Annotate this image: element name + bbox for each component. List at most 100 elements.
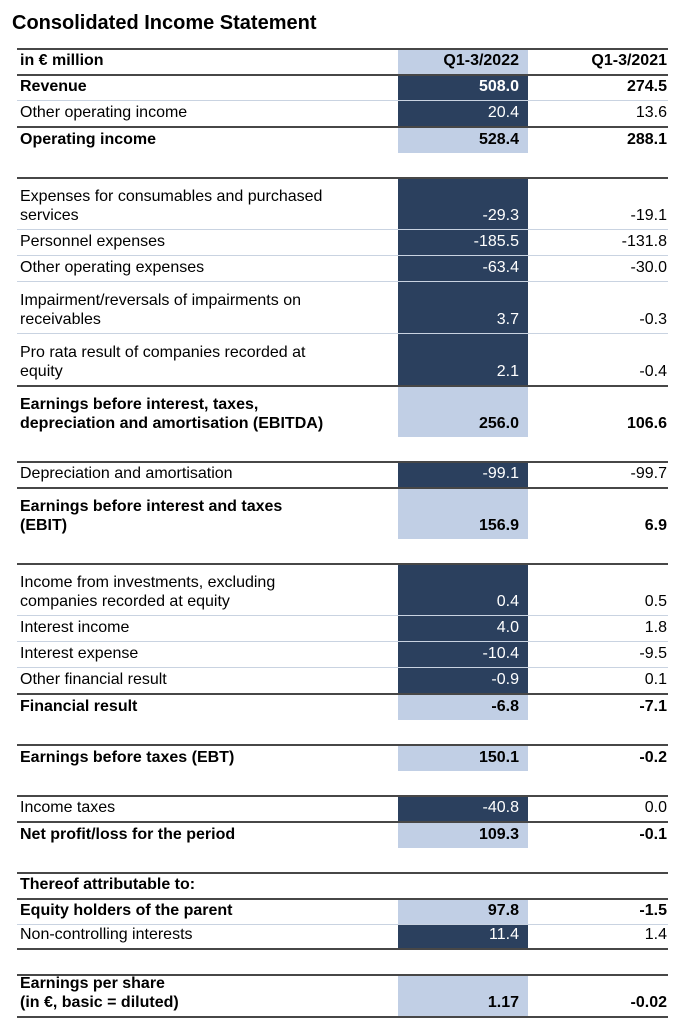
- row-label: Thereof attributable to:: [20, 875, 196, 893]
- income-statement-table: in € million Q1-3/2022 Q1-3/2021 Revenue 508…: [17, 48, 668, 1018]
- table-row: Operating income 528.4 288.1: [17, 126, 668, 153]
- column-spacer: [528, 976, 540, 1016]
- row-label: Non-controlling interests: [20, 925, 193, 943]
- table-row: Net profit/loss for the period 109.3 -0.1: [17, 821, 668, 848]
- value-2022-cell: 0.4: [398, 565, 528, 615]
- table-row: Impairment/reversals of impairments on r…: [17, 281, 668, 333]
- page: Consolidated Income Statement in € milli…: [0, 11, 691, 1018]
- value-2022-cell: 528.4: [398, 128, 528, 153]
- row-label: Personnel expenses: [20, 232, 165, 250]
- table-row: Other operating expenses -63.4 -30.0: [17, 255, 668, 281]
- value-2021-cell: -1.5: [639, 901, 667, 919]
- value-2021-cell: 106.6: [626, 414, 667, 432]
- table-row: Interest income 4.0 1.8: [17, 615, 668, 641]
- value-2022-cell: -40.8: [398, 797, 528, 821]
- column-spacer: [528, 823, 540, 848]
- value-2022-cell: 1.17: [398, 976, 528, 1016]
- value-2021-cell: -0.3: [639, 310, 667, 328]
- row-label: Earnings before interest, taxes, depreci…: [20, 395, 324, 432]
- value-2021-cell: 1.8: [644, 618, 667, 636]
- value-2021-cell: -0.4: [639, 362, 667, 380]
- table-header-row: in € million Q1-3/2022 Q1-3/2021: [17, 48, 668, 74]
- value-2022-cell: -0.9: [398, 668, 528, 693]
- table-row: Thereof attributable to:: [17, 872, 668, 898]
- table-row: Earnings before interest and taxes (EBIT…: [17, 487, 668, 539]
- table-row: Pro rata result of companies recorded at…: [17, 333, 668, 385]
- column-spacer: [528, 101, 540, 126]
- value-2022-cell: 156.9: [398, 489, 528, 539]
- table-row: Income from investments, excluding compa…: [17, 563, 668, 615]
- section-gap: [17, 771, 668, 795]
- table-row: Depreciation and amortisation -99.1 -99.7: [17, 461, 668, 487]
- table-row: Other financial result -0.9 0.1: [17, 667, 668, 693]
- value-2021-cell: -0.2: [639, 748, 667, 766]
- row-label: Other financial result: [20, 670, 167, 688]
- table-row: Earnings before taxes (EBT) 150.1 -0.2: [17, 744, 668, 771]
- column-spacer: [528, 128, 540, 153]
- value-2021-cell: 274.5: [626, 77, 667, 95]
- column-spacer: [528, 230, 540, 255]
- value-2022-cell: [398, 874, 528, 898]
- row-label: Income taxes: [20, 798, 116, 816]
- row-label: Pro rata result of companies recorded at…: [20, 343, 306, 380]
- value-2022-cell: 4.0: [398, 616, 528, 641]
- value-2021-cell: -131.8: [621, 232, 667, 250]
- value-2022-cell: -99.1: [398, 463, 528, 487]
- value-2022-cell: 2.1: [398, 334, 528, 385]
- row-label: Operating income: [20, 130, 157, 148]
- value-2021-cell: 0.5: [644, 592, 667, 610]
- column-spacer: [528, 76, 540, 100]
- value-2021-cell: 1.4: [644, 925, 667, 943]
- column-spacer: [528, 179, 540, 229]
- column-spacer: [528, 616, 540, 641]
- value-2021-cell: [540, 874, 668, 898]
- table-row: Earnings before interest, taxes, depreci…: [17, 385, 668, 437]
- row-label: Net profit/loss for the period: [20, 825, 236, 843]
- section-gap: [17, 848, 668, 872]
- table-row: Earnings per share (in €, basic = dilute…: [17, 974, 668, 1018]
- value-2021-cell: 6.9: [644, 516, 667, 534]
- table-row: Personnel expenses -185.5 -131.8: [17, 229, 668, 255]
- column-spacer: [528, 256, 540, 281]
- column-spacer: [528, 668, 540, 693]
- table-row: Expenses for consumables and purchased s…: [17, 177, 668, 229]
- column-spacer: [528, 695, 540, 720]
- value-2022-cell: -185.5: [398, 230, 528, 255]
- row-label: Depreciation and amortisation: [20, 464, 233, 482]
- table-row: Financial result -6.8 -7.1: [17, 693, 668, 720]
- column-spacer: [528, 900, 540, 924]
- column-spacer: [528, 746, 540, 771]
- row-label: Earnings per share (in €, basic = dilute…: [20, 974, 179, 1011]
- value-2021-cell: 0.0: [644, 798, 667, 816]
- section-gap: [17, 437, 668, 461]
- value-2022-cell: 508.0: [398, 76, 528, 100]
- value-2021-cell: -7.1: [639, 697, 667, 715]
- value-2021-cell: -0.1: [639, 825, 667, 843]
- section-gap: [17, 539, 668, 563]
- value-2022-cell: 256.0: [398, 387, 528, 437]
- value-2022-cell: 97.8: [398, 900, 528, 924]
- row-label: Revenue: [20, 77, 87, 95]
- value-2022-cell: -29.3: [398, 179, 528, 229]
- value-2021-cell: -30.0: [630, 258, 667, 276]
- value-2021-cell: 288.1: [626, 130, 667, 148]
- row-label: Expenses for consumables and purchased s…: [20, 187, 323, 224]
- column-header-2022: Q1-3/2022: [398, 50, 528, 74]
- table-row: Revenue 508.0 274.5: [17, 74, 668, 100]
- table-row: Other operating income 20.4 13.6: [17, 100, 668, 126]
- value-2022-cell: 3.7: [398, 282, 528, 333]
- table-row: Non-controlling interests 11.4 1.4: [17, 924, 668, 950]
- row-label: Interest expense: [20, 644, 139, 662]
- row-label: Earnings before interest and taxes (EBIT…: [20, 497, 283, 534]
- value-2021-cell: 0.1: [644, 670, 667, 688]
- value-2022-cell: -63.4: [398, 256, 528, 281]
- table-row: Interest expense -10.4 -9.5: [17, 641, 668, 667]
- row-label: Other operating expenses: [20, 258, 205, 276]
- page-title: Consolidated Income Statement: [12, 12, 317, 34]
- section-gap: [17, 720, 668, 744]
- value-2022-cell: 20.4: [398, 101, 528, 126]
- row-label: Equity holders of the parent: [20, 901, 233, 919]
- section-gap: [17, 950, 668, 974]
- value-2022-cell: 109.3: [398, 823, 528, 848]
- row-label: Interest income: [20, 618, 130, 636]
